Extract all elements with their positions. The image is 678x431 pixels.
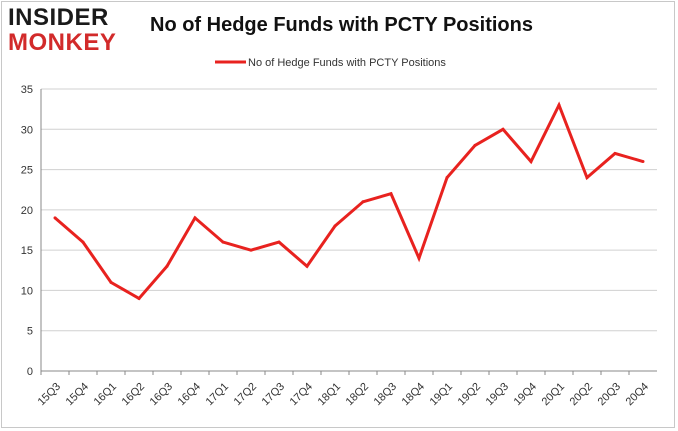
x-tick-label: 17Q1: [204, 381, 232, 409]
y-tick-label: 5: [27, 326, 33, 338]
x-tick-label: 18Q4: [400, 381, 428, 409]
data-point: [277, 240, 281, 244]
data-point: [137, 296, 141, 300]
x-tick-label: 16Q1: [92, 381, 120, 409]
grid-lines: [40, 88, 657, 372]
legend: No of Hedge Funds with PCTY Positions: [215, 57, 446, 69]
data-point: [389, 192, 393, 196]
y-tick-label: 10: [21, 285, 33, 297]
x-tick-label: 18Q2: [344, 381, 372, 409]
x-tick-label: 19Q3: [484, 381, 512, 409]
y-tick-label: 15: [21, 245, 33, 257]
chart-title: No of Hedge Funds with PCTY Positions: [150, 14, 533, 36]
data-point: [613, 151, 617, 155]
x-tick-label: 16Q3: [148, 381, 176, 409]
data-point: [501, 127, 505, 131]
x-tick-label: 15Q4: [64, 381, 92, 409]
data-point: [445, 176, 449, 180]
data-point: [473, 143, 477, 147]
y-tick-label: 35: [21, 84, 33, 96]
y-tick-label: 0: [27, 366, 33, 378]
data-point: [529, 160, 533, 164]
data-point: [557, 103, 561, 107]
data-point: [585, 176, 589, 180]
y-tick-label: 30: [21, 124, 33, 136]
x-tick-label: 16Q4: [176, 381, 204, 409]
insider-monkey-logo: INSIDER MONKEY: [8, 6, 116, 55]
legend-label: No of Hedge Funds with PCTY Positions: [248, 57, 446, 69]
data-point: [417, 256, 421, 260]
data-point: [221, 240, 225, 244]
y-tick-label: 20: [21, 205, 33, 217]
y-tick-label: 25: [21, 165, 33, 177]
data-point: [81, 240, 85, 244]
x-tick-label: 20Q4: [624, 381, 652, 409]
x-tick-label: 20Q2: [568, 381, 596, 409]
data-point: [109, 280, 113, 284]
data-point: [333, 224, 337, 228]
series-line: [54, 101, 644, 301]
data-point: [305, 264, 309, 268]
x-tick-label: 16Q2: [120, 381, 148, 409]
x-tick-label: 15Q3: [36, 381, 64, 409]
x-tick-label: 17Q4: [288, 381, 316, 409]
x-tick-label: 17Q2: [232, 381, 260, 409]
data-point: [361, 200, 365, 204]
x-tick-label: 17Q3: [260, 381, 288, 409]
x-tick-label: 19Q4: [512, 381, 540, 409]
data-point: [53, 216, 57, 220]
x-tick-label: 20Q1: [540, 381, 568, 409]
x-tick-label: 19Q2: [456, 381, 484, 409]
data-point: [193, 216, 197, 220]
data-point: [249, 248, 253, 252]
x-tick-label: 18Q1: [316, 381, 344, 409]
x-axis-ticks: 15Q3 15Q4 16Q1 16Q2 16Q3 16Q4 17Q1 17Q2 17Q3 17Q4…: [36, 371, 652, 409]
x-tick-label: 18Q3: [372, 381, 400, 409]
series-layer: [53, 101, 645, 301]
logo-line-1: INSIDER: [8, 4, 109, 31]
y-axis-ticks: 0 5 10 15 20 25 30 35: [21, 84, 33, 378]
data-point: [641, 160, 645, 164]
x-tick-label: 20Q3: [596, 381, 624, 409]
logo-line-2: MONKEY: [8, 29, 117, 56]
x-tick-label: 19Q1: [428, 381, 456, 409]
data-point: [165, 264, 169, 268]
